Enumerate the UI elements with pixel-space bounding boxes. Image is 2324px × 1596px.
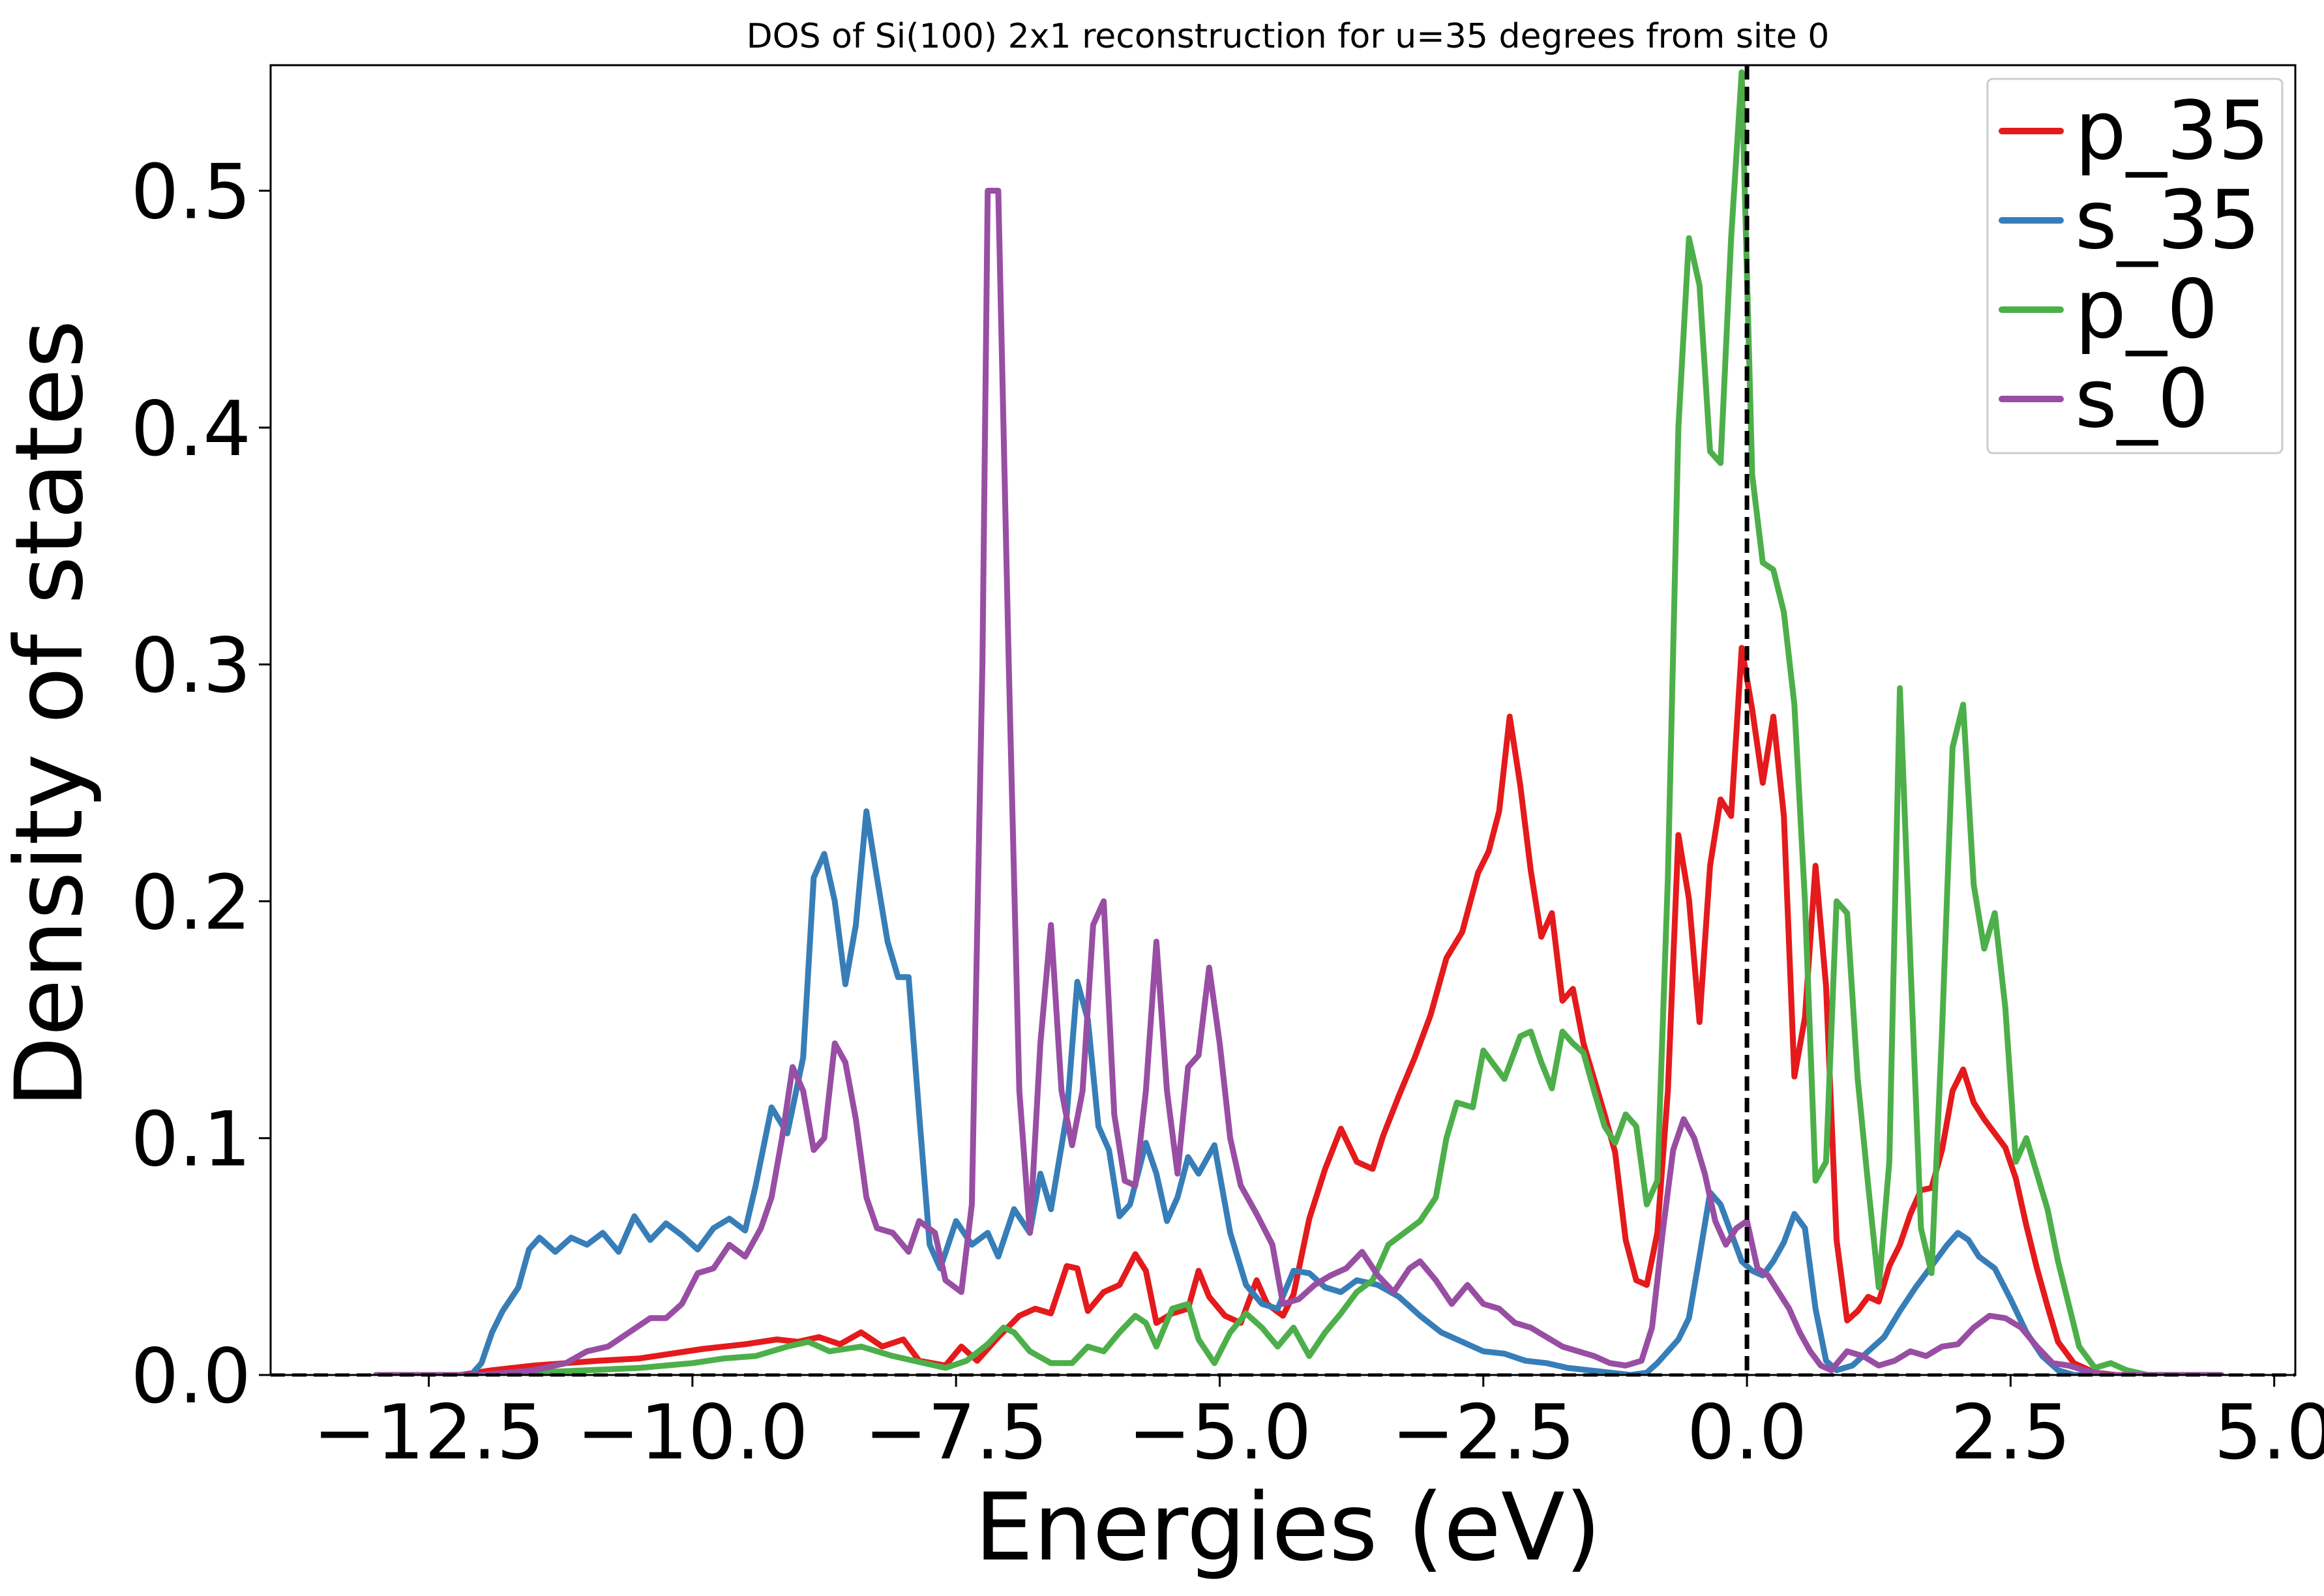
- legend-label-p_0: p_0: [2075, 263, 2218, 357]
- y-tick-label: 0.1: [131, 1096, 251, 1184]
- series-line-p_35: [373, 645, 2119, 1375]
- y-tick-label: 0.2: [131, 859, 251, 947]
- legend-label-s_0: s_0: [2075, 352, 2209, 446]
- x-tick-label: −7.5: [864, 1389, 1048, 1477]
- y-tick-label: 0.4: [131, 385, 251, 473]
- x-tick-label: −10.0: [576, 1389, 808, 1477]
- legend-label-s_35: s_35: [2075, 173, 2260, 267]
- legend-box: [1986, 78, 2284, 454]
- y-axis-ticks: 0.0 0.1 0.2 0.3 0.4 0.5: [131, 149, 271, 1421]
- x-tick-label: 0.0: [1687, 1389, 1807, 1477]
- x-tick-label: −12.5: [313, 1389, 544, 1477]
- series-line-s_0: [373, 188, 2225, 1375]
- x-tick-label: −5.0: [1128, 1389, 1312, 1477]
- series-line-s_35: [373, 808, 2098, 1375]
- x-tick-label: 2.5: [1950, 1389, 2070, 1477]
- x-axis-label: Energies (eV): [974, 1473, 1601, 1582]
- chart-title: DOS of Si(100) 2x1 reconstruction for u=…: [747, 17, 1830, 56]
- y-axis-label: Density of states: [0, 319, 104, 1108]
- series-layer: [373, 69, 2225, 1375]
- x-tick-label: −2.5: [1392, 1389, 1575, 1477]
- y-tick-label: 0.0: [131, 1333, 251, 1421]
- y-tick-label: 0.3: [131, 622, 251, 710]
- x-tick-label: 5.0: [2214, 1389, 2324, 1477]
- plot-frame: [269, 64, 2297, 1376]
- y-tick-label: 0.5: [131, 149, 251, 237]
- x-axis-ticks: −12.5 −10.0 −7.5 −5.0 −2.5 0.0 2.5 5.0: [313, 1375, 2324, 1477]
- series-line-p_0: [373, 69, 2225, 1375]
- legend-label-p_35: p_35: [2075, 84, 2270, 178]
- legend: p_35s_35p_0s_0: [1986, 78, 2284, 454]
